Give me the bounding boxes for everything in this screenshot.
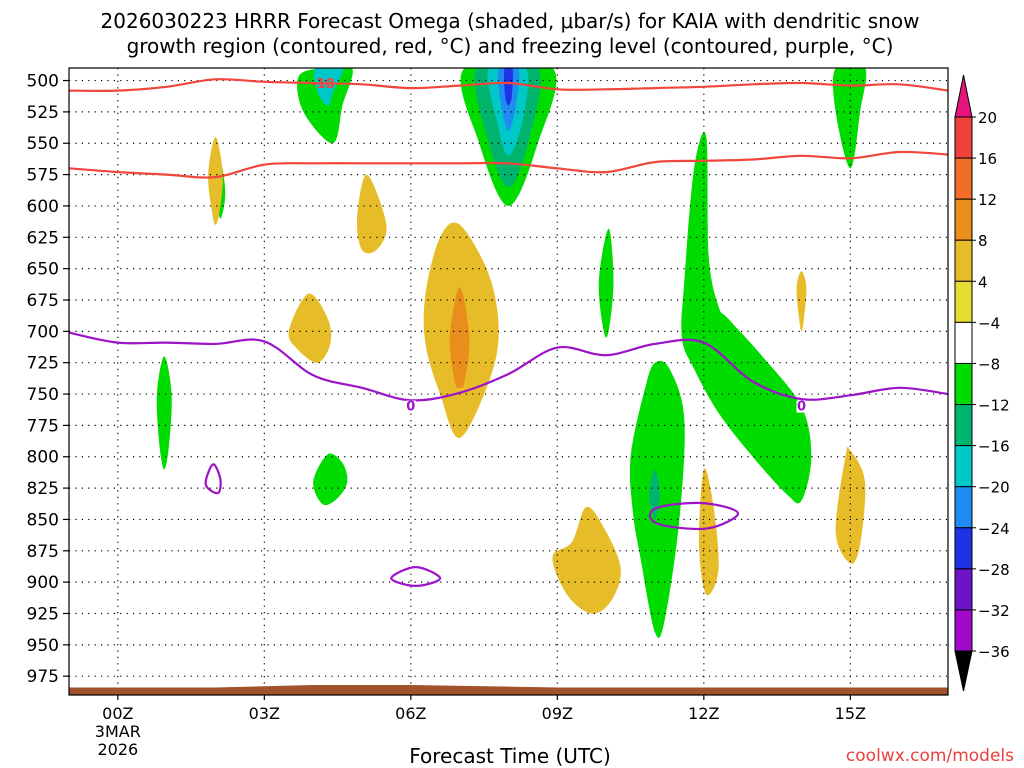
omega-cell-16	[356, 174, 387, 254]
y-tick-label: 600	[27, 197, 59, 217]
y-tick-label: 850	[27, 510, 59, 530]
colorbar-label: −36	[978, 643, 1010, 661]
colorbar-label: −28	[978, 561, 1010, 579]
colorbar-bin-5	[954, 321, 973, 364]
omega-cell-1	[313, 68, 343, 106]
omega-cell-0	[297, 68, 353, 144]
y-tick-label: 575	[27, 166, 59, 186]
colorbar-bin-7	[954, 404, 973, 447]
freezing-contour-3	[648, 501, 740, 531]
y-tick-label: 625	[27, 228, 59, 248]
y-tick-label: 925	[27, 604, 59, 624]
x-tick-label: 09Z	[542, 704, 573, 723]
freezing-contour-label: 0	[406, 400, 415, 415]
watermark: coolwx.com/models	[846, 746, 1014, 766]
x-tick-label: 00Z	[102, 704, 133, 723]
omega-cell-7	[832, 68, 867, 169]
colorbar-bin-9	[954, 486, 973, 529]
colorbar-label: 20	[978, 109, 997, 127]
y-tick-label: 900	[27, 573, 59, 593]
colorbar-bin-2	[954, 198, 973, 241]
y-tick-label: 700	[27, 322, 59, 342]
y-tick-label: 775	[27, 416, 59, 436]
omega-cell-9	[313, 453, 348, 506]
x-tick-label: 06Z	[395, 704, 426, 723]
y-tick-label: 975	[27, 667, 59, 687]
colorbar-label: 4	[978, 273, 988, 291]
x-axis-label: Forecast Time (UTC)	[409, 744, 611, 768]
y-tick-label: 800	[27, 448, 59, 468]
ground-layer	[69, 685, 948, 695]
omega-cell-22	[698, 468, 719, 596]
colorbar-label: 12	[978, 191, 997, 209]
colorbar-label: −20	[978, 479, 1010, 497]
colorbar-bin-12	[954, 609, 973, 652]
y-tick-label: 500	[27, 72, 59, 92]
y-tick-label: 950	[27, 636, 59, 656]
omega-cell-11	[681, 132, 812, 504]
colorbar-label: −8	[978, 355, 1000, 373]
colorbar-bin-10	[954, 527, 973, 570]
y-tick-label: 875	[27, 542, 59, 562]
omega-cell-10	[598, 228, 614, 338]
x-tick-label: 12Z	[688, 704, 719, 723]
colorbar-bin-0	[954, 116, 973, 159]
colorbar-label: −12	[978, 397, 1010, 415]
colorbar-bottom-arrow	[954, 650, 973, 692]
freezing-contour-2	[390, 565, 442, 588]
freezing-contour-0	[69, 331, 948, 402]
omega-cell-15	[208, 137, 223, 225]
colorbar-bin-11	[954, 568, 973, 611]
x-tick-sublabel: 2026	[97, 740, 138, 759]
omega-cell-21	[552, 506, 621, 614]
omega-cell-23	[835, 446, 866, 564]
dgz-contours: -18	[69, 77, 948, 179]
y-tick-label: 650	[27, 260, 59, 280]
ground-surface	[69, 685, 948, 695]
omega-cell-8	[156, 356, 172, 470]
colorbar-bin-8	[954, 445, 973, 488]
omega-cell-17	[288, 293, 332, 363]
y-axis: 500 525 550 575 600 625 650 675 700 725 750 775 800 8…	[27, 72, 69, 687]
colorbar-bin-3	[954, 239, 973, 282]
y-tick-label: 725	[27, 354, 59, 374]
y-tick-label: 525	[27, 103, 59, 123]
colorbar-label: −4	[978, 314, 1000, 332]
colorbar-label: −24	[978, 520, 1010, 538]
colorbar-label: −32	[978, 602, 1010, 620]
dgz-contour-label: -18	[311, 77, 335, 92]
y-tick-label: 550	[27, 134, 59, 154]
colorbar-bin-4	[954, 280, 973, 323]
x-tick-label: 15Z	[835, 704, 866, 723]
x-tick-label: 03Z	[249, 704, 280, 723]
colorbar-label: 8	[978, 232, 988, 250]
plot-frame	[68, 67, 949, 696]
freezing-contour-label: 0	[797, 400, 806, 415]
y-tick-label: 675	[27, 291, 59, 311]
chart-title-line1: 2026030223 HRRR Forecast Omega (shaded, …	[101, 9, 920, 33]
colorbar-label: −16	[978, 438, 1010, 456]
freezing-label-bg	[796, 400, 807, 413]
y-tick-label: 750	[27, 385, 59, 405]
freezing-contour-1	[204, 463, 222, 495]
y-tick-label: 825	[27, 479, 59, 499]
omega-cell-20	[796, 271, 807, 332]
colorbar-bin-6	[954, 362, 973, 406]
dgz-contour-1	[69, 150, 948, 179]
colorbar-label: 16	[978, 150, 997, 168]
omega-cell-6	[504, 68, 513, 106]
omega-cell-19	[449, 287, 470, 389]
x-tick-sublabel: 3MAR	[95, 722, 141, 741]
colorbar: 20 16 12 8 4 −4 −8 −12 −16 −20 −24 −28 −32 −36	[954, 74, 1010, 692]
colorbar-bin-1	[954, 157, 973, 200]
dgz-contour-0	[69, 78, 948, 92]
freezing-label-bg	[405, 400, 416, 413]
chart-title-line2: growth region (contoured, red, °C) and f…	[127, 34, 894, 58]
